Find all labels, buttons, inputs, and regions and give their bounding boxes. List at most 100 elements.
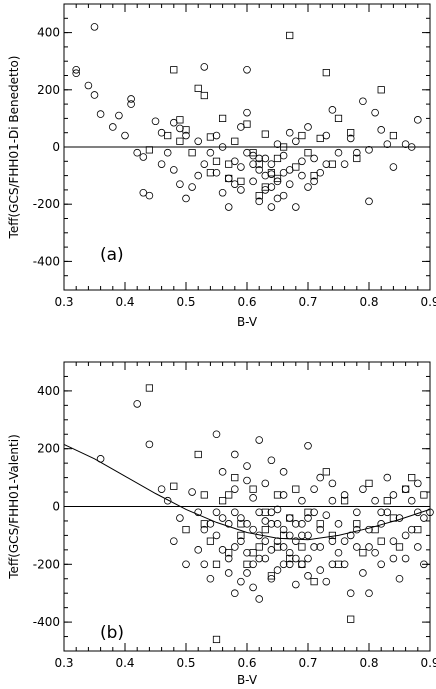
circle-point [389,554,398,563]
circle-point [218,468,227,476]
square-point [401,485,410,493]
circle-point [322,160,331,168]
circle-point [231,508,239,517]
circle-point [170,166,178,174]
circle-point [298,520,306,528]
circle-point [231,543,239,551]
circle-point [291,520,300,528]
circle-point [157,485,166,493]
square-point [243,560,251,568]
circle-point [176,514,184,522]
circle-point [291,137,300,146]
circle-point [291,203,300,211]
circle-point [218,546,227,554]
circle-point [163,148,172,157]
square-point [377,86,385,94]
y-axis-label: Teff(GCS/FHH01-Valenti) [7,434,21,579]
circle-point [84,81,93,90]
circle-point [267,170,276,178]
circle-point [249,494,257,502]
square-point [353,520,361,528]
circle-point [316,473,325,482]
panel-label: (b) [100,623,124,643]
circle-point [304,514,312,522]
square-point [292,163,300,171]
square-point [322,468,330,476]
square-point [298,543,306,551]
circle-point [359,569,367,577]
circle-point [377,520,386,528]
circle-point [328,106,337,114]
square-point [353,154,361,163]
x-tick-label: 0.4 [115,295,134,309]
circle-point [304,442,312,450]
circle-point [304,183,312,191]
circle-point [231,157,239,166]
circle-point [231,180,239,188]
x-tick-label: 0.9 [420,295,436,309]
square-point [377,537,385,545]
square-point [206,169,214,177]
circle-point [249,160,257,168]
y-tick-label: -400 [33,615,60,629]
square-point [164,131,172,140]
square-point [261,183,269,191]
circle-point [316,168,325,177]
circle-point [383,508,392,517]
x-tick-label: 0.7 [298,656,317,670]
circle-point [176,180,184,188]
circle-point [304,554,312,563]
circle-point [365,197,373,206]
circle-point [328,479,337,488]
circle-point [285,531,294,540]
circle-point [316,525,325,534]
square-point [182,526,190,534]
circle-point [322,511,331,519]
circle-point [298,531,306,540]
square-point [347,615,355,623]
square-point [304,508,312,516]
circle-point [212,531,221,540]
circle-point [127,100,135,108]
panel-label: (a) [100,245,124,265]
circle-point [249,177,257,186]
circle-point [231,485,239,493]
square-point [218,497,227,505]
circle-point [127,95,135,103]
circle-point [194,508,203,517]
circle-point [371,496,379,505]
circle-point [255,436,264,444]
circle-point [420,514,428,522]
circle-point [170,537,178,545]
circle-point [249,583,257,592]
square-point [194,84,202,92]
circle-point [413,479,422,488]
circle-point [359,485,367,493]
square-point [249,549,257,557]
circle-point [395,514,404,522]
circle-point [243,548,251,557]
square-point [414,526,422,534]
square-point [408,473,416,482]
circle-point [261,171,270,180]
y-tick-label: 400 [37,384,60,398]
square-point [206,133,214,141]
y-axis-label: Teff(GCS/FHH01-Di Benedetto) [7,56,21,240]
circle-point [365,525,373,534]
square-point [261,526,269,534]
circle-point [420,560,428,569]
circle-point [359,97,367,106]
circle-point [237,514,245,522]
square-point [347,129,355,137]
x-tick-label: 0.8 [359,295,378,309]
circle-point [389,491,398,499]
circle-point [426,508,434,517]
square-point [292,485,300,493]
circle-point [255,197,264,206]
circle-point [377,508,386,517]
circle-point [182,131,190,140]
circle-point [291,580,300,589]
square-point [218,114,227,122]
circle-point [340,160,349,168]
square-point [261,130,269,138]
